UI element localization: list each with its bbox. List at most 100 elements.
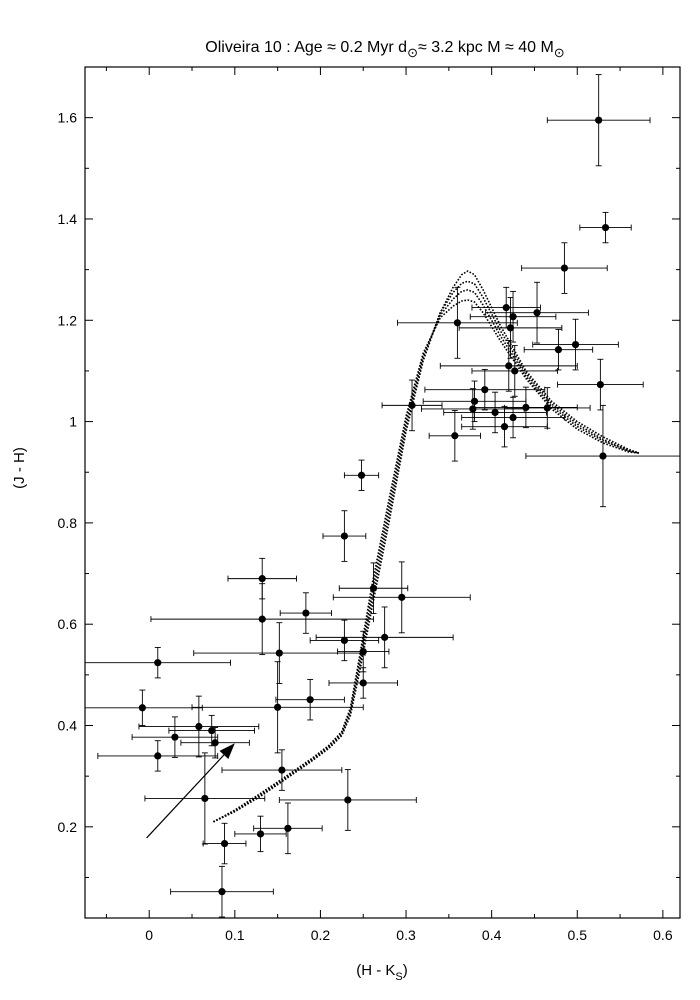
data-marker — [171, 733, 179, 741]
data-point — [221, 749, 343, 791]
data-points — [85, 74, 681, 918]
data-marker — [274, 703, 282, 711]
y-axis: 0.2 0.4 0.6 0.8 1 1.2 1.4 1.6 — [58, 66, 680, 878]
data-point — [485, 281, 589, 344]
data-point — [180, 727, 250, 759]
data-marker — [306, 696, 314, 704]
data-point — [315, 606, 454, 669]
data-point — [191, 661, 364, 754]
data-marker — [211, 739, 219, 747]
data-point — [278, 769, 417, 831]
data-marker — [220, 839, 229, 848]
data-marker — [596, 381, 604, 389]
data-marker — [543, 404, 551, 412]
data-marker — [511, 367, 519, 375]
title-part: Oliveira 10 : Age — [205, 39, 327, 56]
data-point — [343, 459, 380, 491]
data-marker — [502, 304, 510, 312]
data-marker — [470, 397, 479, 405]
data-marker — [138, 704, 146, 712]
data-point — [443, 391, 547, 434]
data-point — [97, 740, 219, 772]
data-marker — [554, 346, 563, 354]
data-point — [532, 318, 619, 371]
data-point — [525, 404, 681, 508]
y-tick-label: 1.4 — [58, 211, 78, 227]
x-tick-label: 0 — [145, 927, 153, 943]
data-marker — [284, 824, 292, 832]
data-marker — [218, 888, 226, 896]
data-marker — [359, 647, 367, 656]
x-tick-label: 0.5 — [568, 927, 588, 943]
y-tick-label: 0.2 — [58, 819, 78, 835]
data-marker — [601, 223, 610, 232]
x-tick-label: 0.2 — [311, 927, 331, 943]
reddening-vector-shaft — [146, 754, 225, 839]
data-marker — [522, 403, 530, 411]
data-point — [461, 405, 548, 448]
data-marker — [258, 575, 266, 583]
data-marker — [506, 324, 515, 332]
y-tick-label: 0.6 — [58, 616, 78, 632]
x-axis-title: (H - KS) — [356, 962, 408, 983]
data-marker — [408, 401, 416, 409]
data-point — [131, 716, 219, 758]
y-tick-label: 1.6 — [58, 110, 78, 126]
data-marker — [278, 766, 286, 774]
title-part: ⊙ — [554, 45, 565, 60]
data-marker — [208, 726, 216, 735]
data-marker — [595, 116, 603, 124]
reddening-vector — [146, 743, 235, 839]
data-marker — [201, 794, 209, 803]
data-point — [546, 74, 651, 167]
data-marker — [344, 796, 352, 804]
title-part: 40 M — [514, 39, 554, 56]
data-point — [150, 583, 374, 656]
data-point — [279, 592, 333, 634]
data-point — [170, 865, 274, 918]
data-marker — [599, 452, 607, 460]
data-point — [275, 678, 345, 721]
x-tick-label: 0.1 — [225, 927, 245, 943]
data-point — [322, 510, 367, 562]
data-point — [428, 409, 481, 462]
data-point — [202, 822, 247, 865]
title-part: 0.2 Myr d — [336, 39, 407, 56]
data-marker — [571, 340, 580, 349]
data-point — [471, 345, 559, 397]
data-point — [144, 752, 266, 845]
data-point — [85, 647, 231, 679]
data-point — [439, 340, 578, 392]
data-point — [424, 368, 546, 411]
data-marker — [560, 264, 569, 272]
data-marker — [154, 659, 162, 667]
data-marker — [481, 386, 489, 394]
data-marker — [509, 313, 517, 321]
data-marker — [359, 679, 367, 687]
y-tick-label: 0.4 — [58, 718, 78, 734]
title-part: 3.2 kpc M — [427, 39, 505, 56]
data-marker — [357, 471, 366, 479]
data-marker — [195, 722, 203, 731]
data-point — [523, 328, 594, 371]
data-marker — [154, 752, 162, 760]
data-marker — [256, 830, 265, 838]
data-point — [458, 297, 563, 359]
data-marker — [258, 615, 266, 623]
chart-title: Oliveira 10 : Age ≈ 0.2 Myr d⊙≈ 3.2 kpc … — [205, 39, 564, 60]
data-point — [474, 386, 578, 429]
data-point — [234, 815, 287, 853]
data-point — [328, 667, 398, 699]
data-marker — [491, 408, 499, 417]
y-tick-label: 0.8 — [58, 515, 78, 531]
x-axis: 0 0.1 0.2 0.3 0.4 0.5 0.6 — [105, 67, 673, 943]
data-marker — [381, 633, 389, 641]
plot-frame — [84, 66, 681, 919]
x-tick-label: 0.3 — [396, 927, 416, 943]
data-point — [397, 286, 518, 359]
data-marker — [500, 423, 509, 431]
data-marker — [509, 413, 517, 422]
title-part: ⊙ — [407, 45, 418, 60]
x-axis-title-main: (H - K — [356, 962, 395, 979]
